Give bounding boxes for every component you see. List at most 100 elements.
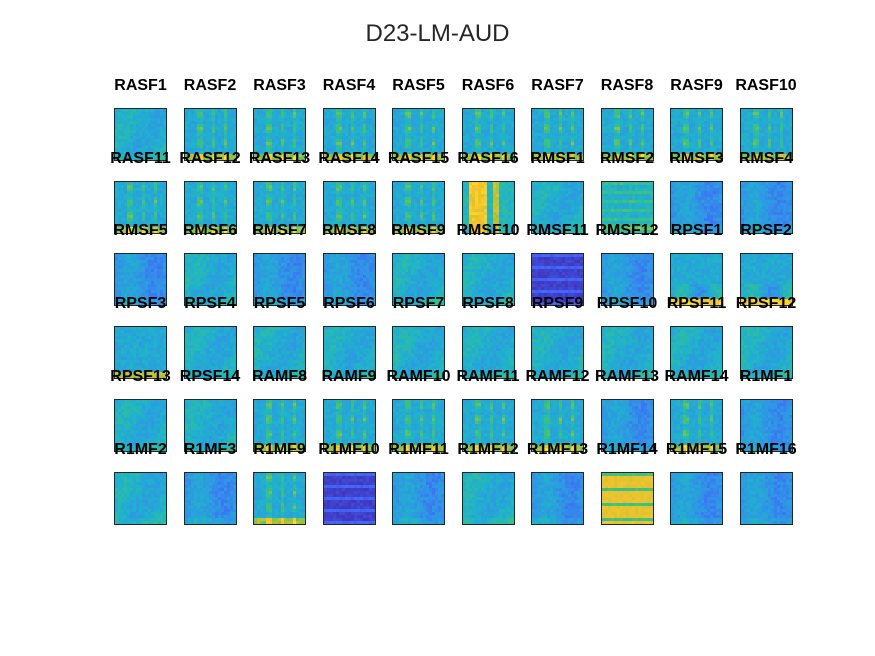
heatmap-cell [755,118,759,122]
heatmap-cell [435,118,439,122]
heatmap-cell [613,130,617,134]
heatmap-cell [329,229,333,233]
heatmap-cell [628,136,632,140]
heatmap-cell [335,205,339,209]
heatmap-cell [145,214,149,218]
heatmap-cell [368,109,372,113]
heatmap-cell [743,124,747,128]
heatmap-cell [326,184,330,188]
heatmap-cell [118,187,122,191]
heatmap-cell [344,115,348,119]
heatmap-cell [344,181,348,185]
heatmap-cell [281,154,285,158]
heatmap-cell [749,136,753,140]
heatmap-cell [411,193,415,197]
heatmap-cell [565,121,569,125]
heatmap-cell [148,196,152,200]
heatmap-cell [779,145,783,149]
heatmap-cell [365,124,369,128]
heatmap-cell [423,214,427,218]
heatmap-cell [420,196,424,200]
heatmap-cell [193,139,197,143]
heatmap-cell [220,136,224,140]
heatmap-cell [257,118,261,122]
heatmap-cell [350,151,354,155]
heatmap-cell [359,151,363,155]
heatmap-cell [142,148,146,152]
heatmap-cell [142,184,146,188]
heatmap-cell [211,115,215,119]
heatmap-cell [692,118,696,122]
heatmap-cell [157,115,161,119]
heatmap-cell [284,127,288,131]
heatmap-cell [489,190,493,194]
heatmap-cell [411,202,415,206]
heatmap-cell [538,181,542,185]
heatmap-cell [326,226,330,230]
heatmap-cell [580,181,583,185]
heatmap-cell [326,190,330,194]
heatmap-cell [637,118,641,122]
heatmap-cell [350,181,354,185]
heatmap-cell [556,181,560,185]
heatmap-cell [604,148,608,152]
heatmap-cell [547,208,551,212]
heatmap-cell [619,133,623,137]
heatmap-cell [643,148,647,152]
heatmap-cell [347,214,351,218]
heatmap-cell [350,211,354,215]
heatmap-cell [677,157,681,160]
heatmap-cell [785,124,789,128]
heatmap-cell [199,223,203,227]
heatmap-cell [118,151,122,155]
heatmap-cells [671,109,722,160]
heatmap-cell [160,226,164,230]
heatmap-cell [577,205,581,209]
heatmap-cell [719,154,722,158]
heatmap-cell [719,151,722,155]
heatmap-cell [136,187,140,191]
heatmap-cell [692,157,696,160]
heatmap-cell [133,223,137,227]
heatmap-cell [423,130,427,134]
heatmap-cell [701,112,705,116]
heatmap-cell [716,154,720,158]
heatmap-cell [692,112,696,116]
heatmap-cell [199,202,203,206]
heatmap-cell [257,124,261,128]
heatmap-cell [356,184,360,188]
heatmap-cell [689,148,693,152]
heatmap-cell [426,196,430,200]
heatmap-cell [619,109,623,113]
heatmap-cell [232,181,236,185]
heatmap-cell [535,142,539,146]
heatmap-cell [205,112,209,116]
heatmap-cell [260,229,264,233]
heatmap-cell [562,121,566,125]
heatmap-cell [574,157,578,160]
heatmap-cell [115,157,119,160]
heatmap-cell [184,226,188,230]
heatmap-cell [362,187,366,191]
heatmap-cell [547,145,551,149]
heatmap-cell [417,205,421,209]
heatmap-cell [550,217,554,221]
heatmap-cell [269,196,273,200]
heatmap-cell [205,199,209,203]
heatmap-cell [435,127,439,131]
heatmap-cell [211,196,215,200]
heatmap-cell [764,121,768,125]
heatmap-cell [550,181,554,185]
heatmap-cell [420,205,424,209]
heatmap-cell [683,148,687,152]
heatmap-cell [405,223,409,227]
heatmap-cell [208,229,212,233]
heatmap-cell [495,184,499,188]
heatmap-cell [293,124,297,128]
heatmap-cell [157,199,161,203]
heatmap-cell [121,115,125,119]
heatmap-cell [202,199,206,203]
heatmap-cell [689,157,693,160]
heatmap-cell [713,109,717,113]
heatmap-cell [471,118,475,122]
